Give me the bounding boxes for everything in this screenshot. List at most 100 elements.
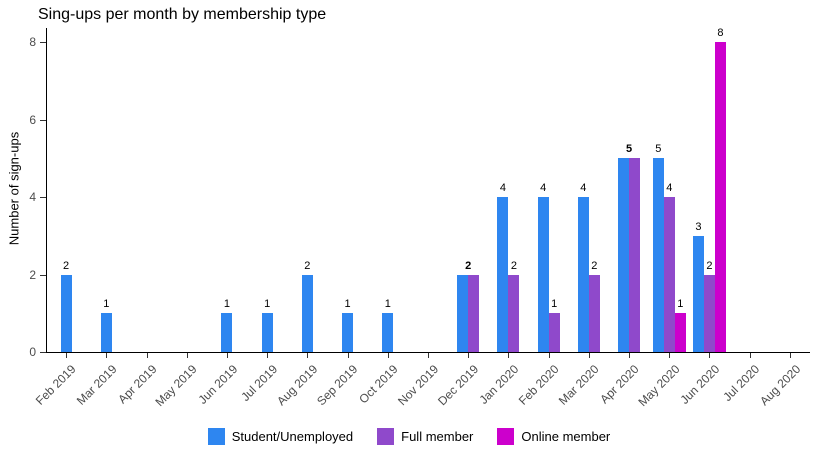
x-tick-mark bbox=[387, 353, 389, 358]
bar-student-unemployed bbox=[537, 197, 549, 352]
bar-student-unemployed bbox=[60, 274, 72, 352]
legend-swatch bbox=[377, 428, 395, 445]
x-tick-mark bbox=[428, 353, 429, 358]
bar-value-label: 4 bbox=[499, 182, 506, 194]
bar-value-label: 1 bbox=[384, 298, 391, 311]
x-tick-mark bbox=[468, 353, 470, 358]
y-axis-line bbox=[46, 28, 47, 353]
bar-value-label: 4 bbox=[666, 182, 673, 194]
bar-online-member bbox=[714, 42, 726, 352]
legend-label: Full member bbox=[401, 429, 474, 444]
bar-student-unemployed bbox=[652, 158, 664, 352]
x-tick-mark bbox=[307, 353, 309, 358]
bar-value-label: 4 bbox=[540, 182, 547, 194]
x-tick-label: Feb 2020 bbox=[515, 362, 562, 408]
bar-full-member bbox=[663, 197, 675, 352]
x-tick-mark bbox=[588, 353, 590, 358]
x-tick-label: Aug 2020 bbox=[756, 362, 803, 409]
x-tick-label: Jun 2020 bbox=[677, 362, 723, 407]
x-tick-mark bbox=[629, 353, 631, 358]
y-tick-mark bbox=[40, 119, 46, 121]
bar-online-member bbox=[674, 313, 686, 352]
bar-value-label: 1 bbox=[551, 298, 558, 311]
x-tick-label: Aug 2019 bbox=[274, 362, 321, 409]
bar-value-label: 2 bbox=[706, 259, 713, 272]
x-tick-label: May 2020 bbox=[634, 362, 683, 410]
legend-item-2: Online member bbox=[497, 428, 610, 445]
x-tick-mark bbox=[186, 353, 188, 358]
legend-label: Student/Unemployed bbox=[231, 429, 354, 444]
bar-student-unemployed bbox=[221, 313, 233, 352]
bar-student-unemployed bbox=[692, 235, 704, 352]
y-tick-mark bbox=[40, 274, 46, 276]
x-tick-mark bbox=[146, 353, 148, 358]
y-tick-label: 4 bbox=[29, 190, 36, 204]
bar-student-unemployed bbox=[261, 313, 273, 352]
legend-item-0: Student/Unemployed bbox=[207, 428, 354, 445]
bar-student-unemployed bbox=[342, 313, 354, 352]
x-axis-line bbox=[46, 352, 810, 353]
bar-value-label: 2 bbox=[591, 259, 598, 272]
y-tick-label: 0 bbox=[29, 345, 36, 359]
bar-full-member bbox=[588, 274, 600, 352]
x-tick-label: Nov 2019 bbox=[394, 362, 441, 409]
x-tick-mark bbox=[749, 353, 751, 358]
y-tick-mark bbox=[40, 42, 46, 43]
x-tick-label: May 2019 bbox=[152, 362, 200, 410]
x-tick-label: Jan 2020 bbox=[476, 362, 522, 407]
legend-label: Online member bbox=[521, 429, 611, 444]
bar-value-label: 3 bbox=[695, 220, 702, 233]
y-tick-mark bbox=[40, 197, 46, 198]
x-tick-mark bbox=[226, 353, 228, 358]
x-tick-label: Sep 2019 bbox=[314, 362, 361, 409]
x-tick-mark bbox=[347, 353, 349, 358]
bar-full-member bbox=[548, 313, 560, 352]
bar-value-label: 5 bbox=[625, 143, 633, 156]
x-tick-label: Mar 2020 bbox=[555, 362, 602, 408]
chart-title: Sing-ups per month by membership type bbox=[38, 6, 327, 23]
x-tick-mark bbox=[508, 353, 510, 358]
bar-value-label: 2 bbox=[63, 259, 70, 272]
x-tick-mark bbox=[267, 353, 269, 358]
x-tick-mark bbox=[669, 353, 671, 358]
x-tick-label: Oct 2019 bbox=[356, 362, 401, 407]
x-tick-label: Mar 2019 bbox=[73, 362, 120, 408]
bar-value-label: 4 bbox=[580, 182, 587, 194]
bar-full-member bbox=[508, 274, 520, 352]
bar-full-member bbox=[703, 274, 715, 352]
bar-student-unemployed bbox=[618, 158, 630, 352]
bar-value-label: 1 bbox=[223, 298, 230, 311]
bar-student-unemployed bbox=[100, 313, 112, 352]
x-tick-mark bbox=[106, 353, 108, 358]
x-tick-mark bbox=[66, 353, 68, 358]
x-tick-mark bbox=[789, 353, 791, 358]
x-tick-label: Dec 2019 bbox=[434, 362, 482, 409]
legend: Student/Unemployed Full member Online memb… bbox=[0, 428, 818, 445]
x-tick-mark bbox=[709, 353, 711, 358]
legend-swatch bbox=[497, 428, 515, 445]
y-tick-label: 8 bbox=[29, 35, 36, 49]
y-tick-mark bbox=[40, 352, 46, 353]
y-tick-label: 2 bbox=[29, 267, 36, 282]
bar-student-unemployed bbox=[457, 274, 469, 352]
x-tick-mark bbox=[548, 353, 550, 358]
bar-student-unemployed bbox=[577, 197, 589, 352]
bar-value-label: 1 bbox=[677, 298, 684, 311]
bar-full-member bbox=[629, 158, 641, 352]
bar-value-label: 8 bbox=[717, 27, 724, 39]
bar-value-label: 1 bbox=[264, 298, 271, 311]
bar-value-label: 5 bbox=[655, 143, 662, 156]
bar-value-label: 2 bbox=[304, 259, 311, 272]
bar-student-unemployed bbox=[497, 197, 509, 352]
y-tick-label: 6 bbox=[29, 112, 36, 127]
bar-value-label: 1 bbox=[103, 298, 110, 311]
bar-value-label: 2 bbox=[465, 259, 472, 272]
bar-full-member bbox=[468, 274, 480, 352]
legend-swatch bbox=[207, 428, 225, 445]
bar-value-label: 2 bbox=[510, 259, 517, 272]
bar-value-label: 1 bbox=[344, 298, 351, 311]
bar-student-unemployed bbox=[301, 274, 313, 352]
x-tick-label: Jun 2019 bbox=[195, 362, 240, 407]
